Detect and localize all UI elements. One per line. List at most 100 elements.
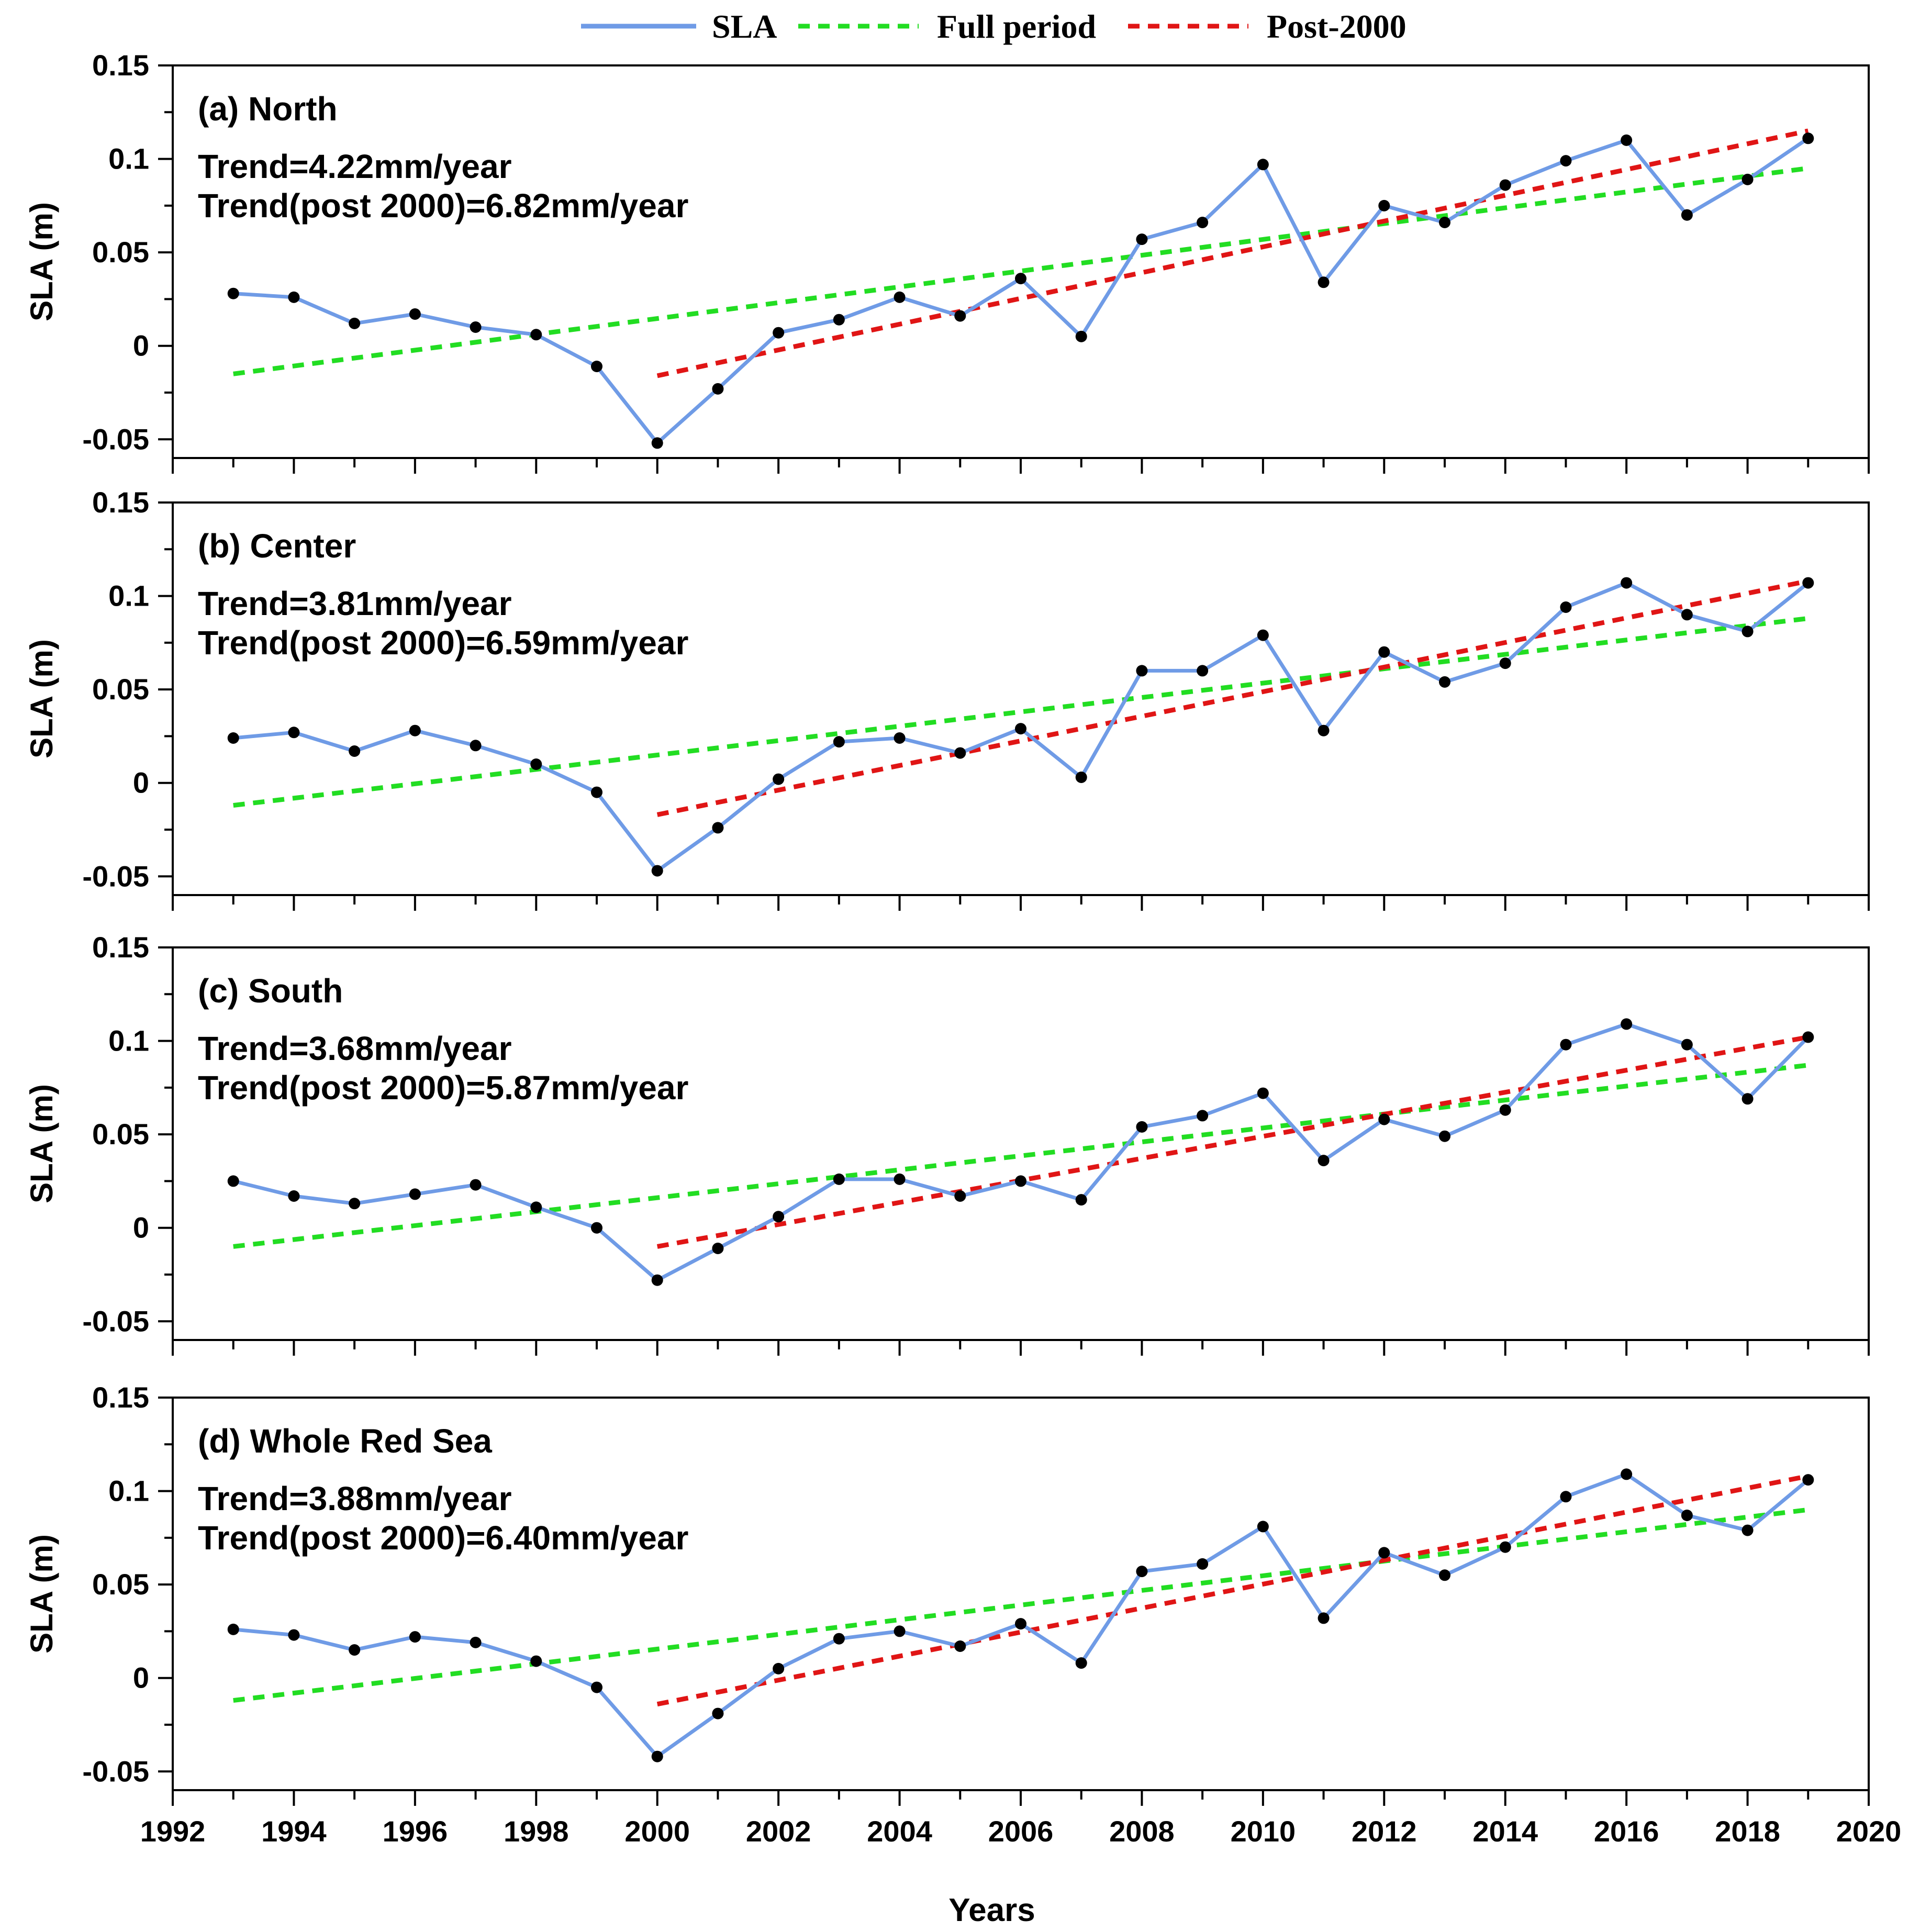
- x-tick-label: 2012: [1352, 1815, 1417, 1848]
- sla-point: [288, 1629, 300, 1641]
- y-tick-label: 0.05: [92, 1118, 149, 1151]
- y-axis-label: SLA (m): [24, 202, 59, 321]
- full-period-trend-line: [233, 1507, 1809, 1703]
- sla-point: [712, 822, 724, 834]
- sla-point: [1439, 1569, 1450, 1581]
- sla-point: [894, 1625, 906, 1637]
- y-tick-label: 0.05: [92, 236, 149, 269]
- sla-point: [1136, 233, 1148, 245]
- sla-point: [470, 321, 482, 333]
- sla-point: [1499, 1541, 1511, 1553]
- post-2000-trend-line: [656, 578, 1809, 817]
- sla-point: [773, 773, 785, 785]
- sla-point: [651, 1274, 663, 1286]
- panel-title: (a) North: [198, 90, 338, 128]
- sla-point: [1681, 609, 1693, 621]
- y-tick-label: -0.05: [82, 1755, 149, 1788]
- sla-point: [1681, 1510, 1693, 1521]
- sla-point: [591, 1681, 602, 1693]
- x-tick-label: 1998: [504, 1815, 569, 1848]
- sla-point: [1257, 159, 1269, 171]
- y-tick-label: 0.1: [108, 579, 149, 612]
- sla-point: [1378, 646, 1390, 658]
- sla-point: [1621, 134, 1633, 146]
- panel-title: (c) South: [198, 972, 343, 1010]
- y-tick-label: 0.05: [92, 673, 149, 706]
- sla-point: [227, 1175, 239, 1187]
- sla-point: [1742, 1093, 1754, 1105]
- trend-full-label: Trend=3.88mm/year: [198, 1480, 511, 1517]
- y-tick-label: 0.05: [92, 1568, 149, 1601]
- sla-point: [1742, 1524, 1754, 1536]
- sla-point: [1621, 1468, 1633, 1480]
- sla-point: [773, 1211, 785, 1223]
- x-tick-label: 2018: [1715, 1815, 1780, 1848]
- x-tick-label: 2010: [1231, 1815, 1296, 1848]
- sla-point: [1560, 1038, 1572, 1051]
- sla-point: [894, 291, 906, 303]
- trend-full-label: Trend=3.68mm/year: [198, 1030, 511, 1067]
- x-tick-label: 2014: [1472, 1815, 1538, 1848]
- sla-point: [1197, 1558, 1209, 1570]
- y-tick-label: -0.05: [82, 422, 149, 455]
- sla-point: [894, 732, 906, 744]
- y-tick-label: 0.15: [92, 931, 149, 964]
- sla-point: [1197, 665, 1209, 677]
- sla-point: [1439, 1130, 1450, 1142]
- sla-point: [1015, 273, 1026, 285]
- sla-point: [833, 736, 845, 748]
- sla-point: [1742, 626, 1754, 638]
- sla-point: [894, 1173, 906, 1185]
- sla-point: [409, 724, 421, 736]
- trend-post-label: Trend(post 2000)=6.59mm/year: [198, 624, 688, 662]
- full-period-trend-line: [233, 616, 1809, 808]
- sla-point: [651, 865, 663, 877]
- sla-point: [1378, 199, 1390, 211]
- full-period-trend-line: [233, 1063, 1809, 1249]
- sla-point: [1136, 665, 1148, 677]
- sla-point: [1075, 330, 1087, 342]
- sla-point: [409, 1188, 421, 1200]
- x-tick-label: 2000: [624, 1815, 690, 1848]
- sla-point: [773, 1662, 785, 1674]
- x-tick-label: 2006: [988, 1815, 1054, 1848]
- sla-point: [1802, 1474, 1814, 1486]
- sla-point: [1499, 657, 1511, 669]
- sla-point: [591, 786, 602, 798]
- sla-point: [1499, 1104, 1511, 1116]
- sla-point: [1318, 1612, 1330, 1624]
- sla-point: [1015, 723, 1026, 735]
- sla-point: [349, 317, 361, 329]
- plot-frame: [172, 501, 1870, 896]
- legend-post-label: Post-2000: [1267, 8, 1406, 45]
- x-tick-label: 1992: [140, 1815, 206, 1848]
- sla-point: [712, 1707, 724, 1719]
- sla-point: [1681, 1038, 1693, 1051]
- sla-point: [591, 361, 602, 372]
- y-axis-label: SLA (m): [24, 1084, 59, 1203]
- sla-point: [1318, 276, 1330, 288]
- sla-point: [1197, 217, 1209, 228]
- y-tick-label: 0.1: [108, 142, 149, 175]
- full-period-trend-line: [233, 165, 1809, 376]
- panel-title: (d) Whole Red Sea: [198, 1422, 492, 1460]
- sla-point: [651, 437, 663, 449]
- sla-point: [1015, 1618, 1026, 1630]
- sla-point: [1015, 1175, 1026, 1187]
- post-2000-trend-line: [656, 1035, 1809, 1249]
- sla-point: [1075, 1194, 1087, 1206]
- y-tick-label: 0.15: [92, 1381, 149, 1414]
- sla-point: [954, 310, 966, 322]
- y-axis-label: SLA (m): [24, 639, 59, 758]
- y-tick-label: 0.15: [92, 49, 149, 82]
- sla-point: [288, 1190, 300, 1202]
- sla-point: [227, 1623, 239, 1635]
- sla-point: [1257, 629, 1269, 641]
- y-tick-label: 0: [133, 766, 149, 799]
- x-tick-label: 2016: [1594, 1815, 1659, 1848]
- sla-point: [1499, 179, 1511, 191]
- sla-point: [1802, 132, 1814, 144]
- sla-point: [712, 1243, 724, 1254]
- y-axis-label: SLA (m): [24, 1534, 59, 1654]
